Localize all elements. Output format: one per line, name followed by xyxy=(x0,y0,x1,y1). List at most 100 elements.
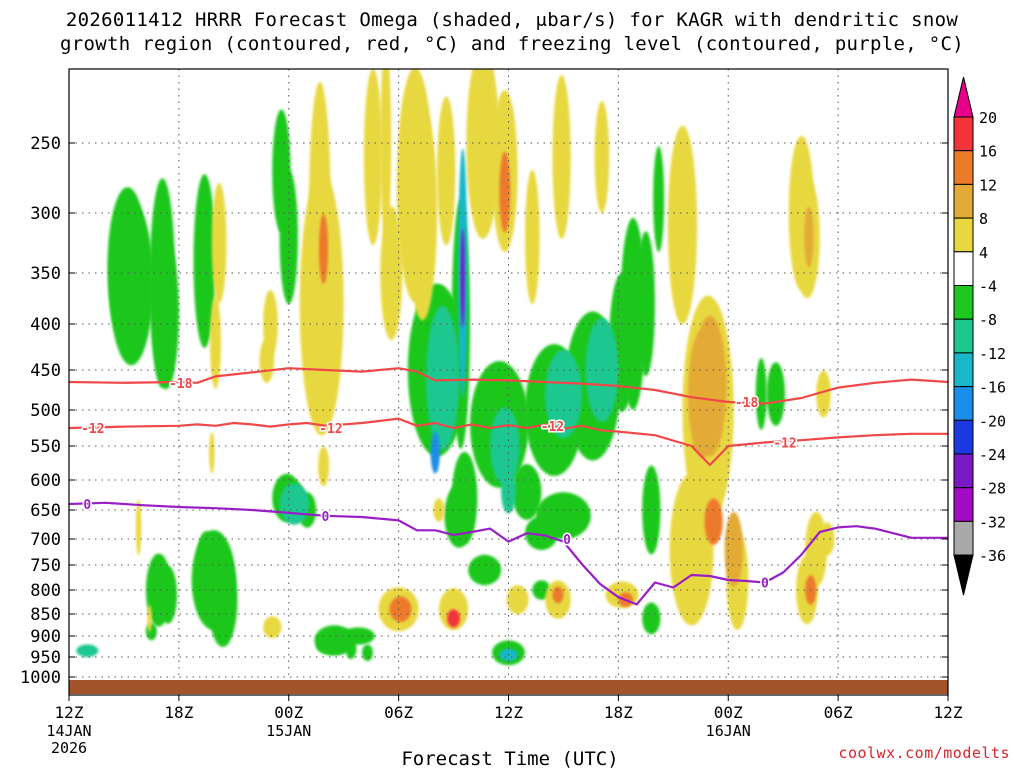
omega-cell xyxy=(766,362,786,426)
omega-cell xyxy=(341,627,375,645)
colorbar-swatch xyxy=(953,419,974,455)
colorbar-label: -16 xyxy=(979,379,1006,397)
omega-cell xyxy=(512,464,542,520)
y-tick-label: 1000 xyxy=(20,668,61,688)
omega-cell xyxy=(193,174,216,348)
y-tick-label: 600 xyxy=(30,471,61,491)
omega-cell xyxy=(545,349,582,439)
omega-cell xyxy=(466,69,500,239)
x-tick-date: 15JAN xyxy=(266,722,311,740)
y-tick-label: 950 xyxy=(30,648,61,668)
grid-lines xyxy=(69,69,948,695)
omega-shading xyxy=(76,69,835,666)
omega-cell xyxy=(362,644,373,662)
omega-cell xyxy=(506,585,529,615)
y-tick-label: 900 xyxy=(30,627,61,647)
omega-cell xyxy=(451,451,478,545)
omega-cell xyxy=(204,545,227,615)
colorbar-label: 16 xyxy=(979,143,997,161)
omega-cell xyxy=(468,554,502,586)
y-tick-label: 500 xyxy=(30,401,61,421)
omega-cell xyxy=(135,499,142,556)
omega-cell xyxy=(407,105,438,321)
x-axis-label: Forecast Time (UTC) xyxy=(401,748,618,768)
temperature-contours: -18 -18 -12 -12 -12 -12 0 0 0 0 xyxy=(69,367,948,606)
x-tick-label: 06Z xyxy=(384,703,413,722)
colorbar-swatch xyxy=(953,116,974,152)
y-tick-label: 350 xyxy=(30,264,61,284)
colorbar-label: 4 xyxy=(979,244,988,262)
credit-text: coolwx.com/modelts xyxy=(838,744,1010,762)
y-axis: 2503003504004505005506006507007508008509… xyxy=(20,134,948,688)
y-tick-label: 850 xyxy=(30,605,61,625)
omega-cell xyxy=(552,75,571,239)
colorbar-label: -24 xyxy=(979,446,1006,464)
contour--18 xyxy=(69,367,948,405)
x-tick-label: 12Z xyxy=(55,703,84,722)
colorbar-arrow-bottom xyxy=(953,554,974,596)
omega-cell xyxy=(279,169,298,305)
colorbar-label: -32 xyxy=(979,513,1006,531)
omega-cell xyxy=(426,306,460,450)
contour-label: 0 xyxy=(83,498,91,513)
omega-cell xyxy=(316,638,350,655)
omega-cell xyxy=(499,151,511,233)
omega-cell xyxy=(211,182,227,304)
omega-cell xyxy=(263,290,278,358)
contour-label: -18 xyxy=(735,396,759,411)
colorbar-label: -28 xyxy=(979,480,1006,498)
omega-cell xyxy=(147,604,152,633)
y-tick-label: 800 xyxy=(30,581,61,601)
colorbar-swatch xyxy=(953,352,974,388)
colorbar-swatch xyxy=(953,285,974,320)
omega-cell xyxy=(210,296,221,389)
colorbar-label: -12 xyxy=(979,345,1006,363)
colorbar-swatch xyxy=(953,487,974,522)
x-tick-date: 16JAN xyxy=(706,722,751,740)
colorbar-label: 12 xyxy=(979,176,997,194)
colorbar-swatch xyxy=(953,453,974,489)
colorbar-label: -4 xyxy=(979,278,997,296)
omega-cell xyxy=(430,432,440,474)
omega-cell xyxy=(724,511,743,587)
contour--12 xyxy=(69,417,948,467)
omega-cell xyxy=(653,146,665,252)
colorbar: 20 16 12 8 4 -4 -8 -12 -16 -20 -24 -28 -32 -36 xyxy=(953,76,1006,596)
omega-cell xyxy=(460,228,465,328)
x-tick-year: 2026 xyxy=(51,739,87,757)
colorbar-label: 20 xyxy=(979,109,997,127)
colorbar-swatch xyxy=(953,217,974,253)
omega-cell xyxy=(433,498,445,522)
y-tick-label: 750 xyxy=(30,556,61,576)
omega-cell xyxy=(816,370,831,418)
x-tick-label: 18Z xyxy=(604,703,633,722)
x-tick-label: 00Z xyxy=(274,703,303,722)
omega-cell xyxy=(158,565,178,624)
contour-label: -18 xyxy=(169,377,193,392)
omega-cell xyxy=(594,101,610,213)
omega-cell xyxy=(819,522,835,556)
x-tick-label: 12Z xyxy=(494,703,523,722)
omega-cell xyxy=(153,238,179,390)
chart-title-line2: growth region (contoured, red, °C) and f… xyxy=(60,33,964,55)
colorbar-label: 8 xyxy=(979,210,988,228)
contour-label: 0 xyxy=(563,533,571,548)
y-tick-label: 300 xyxy=(30,204,61,224)
omega-cell xyxy=(535,492,591,540)
x-tick-label: 12Z xyxy=(934,703,963,722)
omega-cell xyxy=(389,596,412,623)
contour-label: -12 xyxy=(773,436,796,451)
contour-label: -12 xyxy=(319,422,342,437)
y-tick-label: 700 xyxy=(30,530,61,550)
x-tick-date: 14JAN xyxy=(46,722,91,740)
x-tick-label: 06Z xyxy=(824,703,853,722)
colorbar-label: -8 xyxy=(979,311,997,329)
colorbar-swatch xyxy=(953,318,974,354)
omega-cell xyxy=(263,616,282,639)
colorbar-arrow-top xyxy=(953,76,974,118)
omega-cell xyxy=(693,315,727,457)
contour-label: 0 xyxy=(321,510,329,525)
omega-cell xyxy=(704,498,723,545)
omega-cell xyxy=(804,206,814,268)
